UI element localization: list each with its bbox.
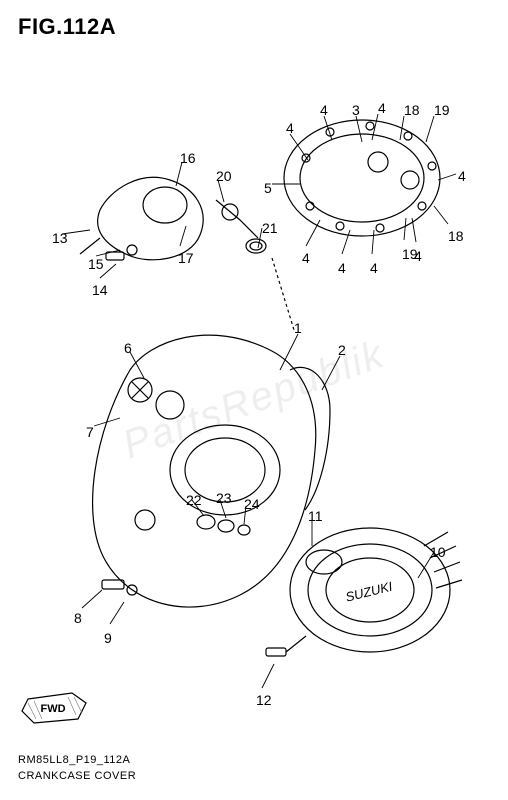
callout-17: 17 — [176, 250, 196, 266]
footer-title: CRANKCASE COVER — [18, 770, 136, 782]
diagram-svg: SUZUKI — [10, 50, 498, 730]
figure-title: FIG.112A — [18, 14, 116, 40]
callout-21: 21 — [260, 220, 280, 236]
callout-4: 4 — [368, 260, 380, 276]
callout-15: 15 — [86, 256, 106, 272]
callout-14: 14 — [90, 282, 110, 298]
callout-13: 13 — [50, 230, 70, 246]
callout-4: 4 — [376, 100, 388, 116]
callout-4: 4 — [336, 260, 348, 276]
callout-16: 16 — [178, 150, 198, 166]
callout-4: 4 — [300, 250, 312, 266]
callout-7: 7 — [84, 424, 96, 440]
callout-19: 19 — [400, 246, 420, 262]
callout-4: 4 — [456, 168, 468, 184]
brand-text: SUZUKI — [344, 578, 394, 604]
callout-19: 19 — [432, 102, 452, 118]
callout-12: 12 — [254, 692, 274, 708]
fwd-label: FWD — [40, 703, 65, 715]
callout-6: 6 — [122, 340, 134, 356]
callout-5: 5 — [262, 180, 274, 196]
callout-18: 18 — [446, 228, 466, 244]
callout-23: 23 — [214, 490, 234, 506]
callout-2: 2 — [336, 342, 348, 358]
callout-18: 18 — [402, 102, 422, 118]
callout-8: 8 — [72, 610, 84, 626]
callout-3: 3 — [350, 102, 362, 118]
callout-10: 10 — [428, 544, 448, 560]
exploded-diagram: SUZUKI — [10, 50, 498, 730]
callout-24: 24 — [242, 496, 262, 512]
callout-11: 11 — [306, 508, 325, 524]
callout-1: 1 — [292, 320, 304, 336]
callout-4: 4 — [284, 120, 296, 136]
callout-4: 4 — [318, 102, 330, 118]
callout-22: 22 — [184, 492, 204, 508]
callout-20: 20 — [214, 168, 234, 184]
callout-9: 9 — [102, 630, 114, 646]
fwd-arrow-badge: FWD — [20, 689, 90, 730]
footer-code: RM85LL8_P19_112A — [18, 754, 130, 766]
